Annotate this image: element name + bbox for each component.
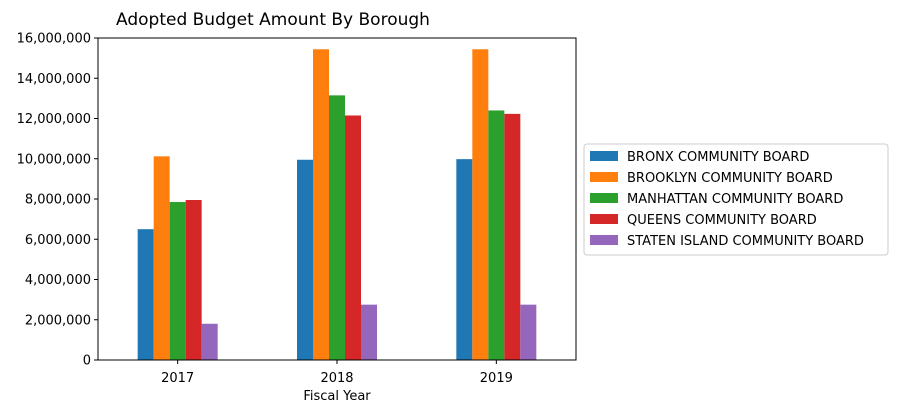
- bar-manhattan-community-board-2019: [488, 110, 505, 360]
- chart-title: Adopted Budget Amount By Borough: [116, 10, 430, 30]
- y-tick-label: 6,000,000: [25, 233, 91, 248]
- bar-queens-community-board-2018: [345, 115, 361, 360]
- legend-swatch: [590, 151, 618, 161]
- legend-swatch: [590, 214, 618, 224]
- legend-swatch: [590, 172, 618, 182]
- bars-layer: [137, 49, 537, 361]
- x-axis-label: Fiscal Year: [303, 389, 371, 404]
- legend-label: BRONX COMMUNITY BOARD: [627, 150, 809, 165]
- bar-manhattan-community-board-2017: [169, 202, 186, 360]
- axes-layer: 0 2,000,000 4,000,000 6,000,000 8,000,000 10,…: [17, 32, 577, 386]
- y-tick-label: 8,000,000: [25, 193, 91, 208]
- legend-label: MANHATTAN COMMUNITY BOARD: [627, 192, 843, 207]
- bar-brooklyn-community-board-2017: [153, 156, 170, 360]
- y-tick-label: 12,000,000: [17, 112, 91, 127]
- bar-staten-island-community-board-2019: [520, 304, 537, 360]
- bar-bronx-community-board-2017: [137, 229, 154, 360]
- x-tick-label: 2019: [480, 371, 513, 386]
- bar-staten-island-community-board-2018: [361, 304, 377, 360]
- legend: BRONX COMMUNITY BOARD BROOKLYN COMMUNITY …: [583, 143, 889, 256]
- legend-box: [583, 143, 889, 256]
- bar-staten-island-community-board-2017: [201, 323, 218, 360]
- bar-bronx-community-board-2019: [456, 159, 473, 360]
- y-tick-label: 16,000,000: [17, 32, 91, 47]
- y-tick-label: 2,000,000: [25, 313, 91, 328]
- y-tick-label: 10,000,000: [17, 152, 91, 167]
- legend-label: STATEN ISLAND COMMUNITY BOARD: [627, 234, 864, 249]
- bar-manhattan-community-board-2018: [329, 95, 345, 361]
- bar-queens-community-board-2019: [504, 113, 521, 361]
- x-tick-label: 2017: [161, 371, 194, 386]
- bar-brooklyn-community-board-2018: [313, 49, 329, 361]
- y-tick-label: 14,000,000: [17, 72, 91, 87]
- bar-queens-community-board-2017: [185, 200, 202, 360]
- x-tick-label: 2018: [320, 371, 353, 386]
- y-tick-label: 0: [83, 354, 91, 369]
- legend-swatch: [590, 193, 618, 203]
- legend-label: QUEENS COMMUNITY BOARD: [627, 213, 817, 228]
- legend-label: BROOKLYN COMMUNITY BOARD: [627, 171, 833, 186]
- y-tick-label: 4,000,000: [25, 273, 91, 288]
- bar-brooklyn-community-board-2019: [472, 49, 489, 361]
- legend-swatch: [590, 235, 618, 245]
- bar-bronx-community-board-2018: [297, 159, 313, 360]
